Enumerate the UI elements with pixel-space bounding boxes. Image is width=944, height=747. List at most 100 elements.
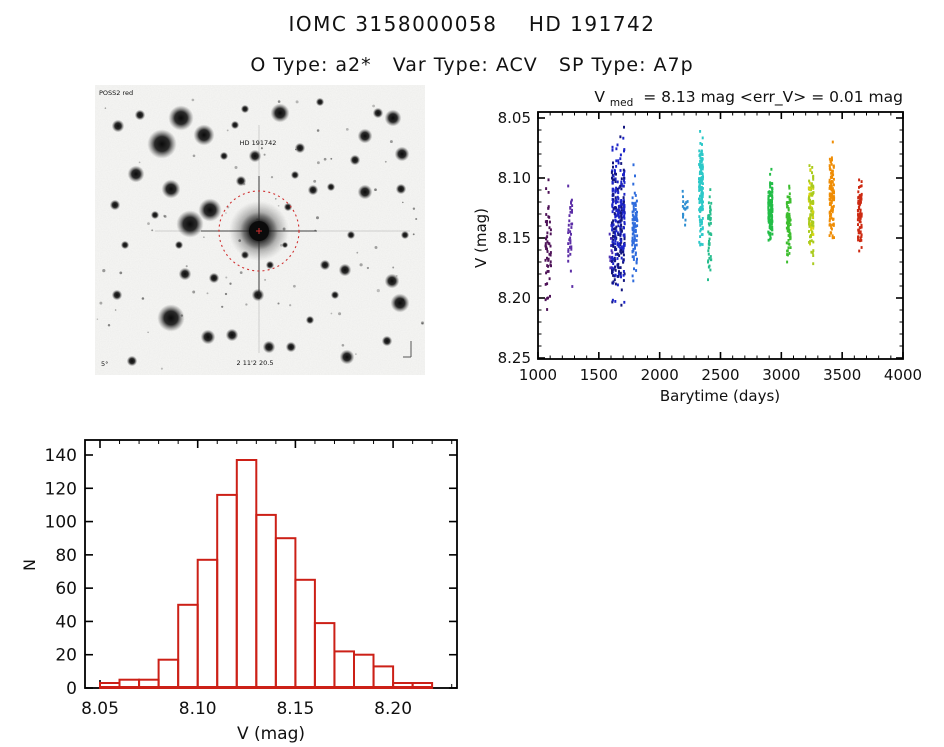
data-point xyxy=(770,225,773,229)
data-point xyxy=(789,218,792,222)
data-point xyxy=(786,221,789,225)
histogram-bar xyxy=(216,493,238,690)
data-point xyxy=(609,259,612,262)
data-point xyxy=(700,200,703,204)
data-point xyxy=(708,242,711,245)
data-point xyxy=(570,222,573,226)
data-point xyxy=(614,269,617,272)
data-point xyxy=(701,217,704,220)
data-point xyxy=(636,224,639,228)
data-point xyxy=(546,282,549,286)
data-point xyxy=(831,158,833,162)
data-point xyxy=(811,230,814,234)
faint-star xyxy=(374,246,378,249)
data-point xyxy=(809,199,811,202)
data-point xyxy=(699,159,702,163)
data-point xyxy=(568,219,571,223)
data-point xyxy=(699,170,701,174)
data-point xyxy=(567,248,570,251)
data-point xyxy=(786,253,789,256)
faint-star xyxy=(224,292,228,296)
data-point xyxy=(700,185,703,189)
data-point xyxy=(812,249,815,252)
data-point xyxy=(567,259,570,263)
data-point xyxy=(549,294,551,298)
data-point xyxy=(770,211,773,214)
data-point xyxy=(786,260,789,264)
data-point xyxy=(610,249,613,253)
data-point xyxy=(710,201,713,205)
data-point xyxy=(620,288,623,292)
data-point xyxy=(612,262,615,265)
data-point xyxy=(708,223,711,227)
data-point xyxy=(858,249,861,253)
data-point xyxy=(860,184,863,188)
data-point xyxy=(623,205,625,209)
data-point xyxy=(709,206,712,210)
light-curve-plot: 1000 1500 2000 2500 3000 3500 4000 8.05 8.10 8.15… xyxy=(472,88,922,405)
x-tick-label: 3000 xyxy=(762,366,800,384)
data-point xyxy=(608,232,611,236)
data-point xyxy=(810,209,813,213)
faint-star xyxy=(402,201,404,204)
data-point xyxy=(620,251,623,255)
data-point xyxy=(611,300,614,304)
data-point xyxy=(857,190,860,194)
star xyxy=(372,107,384,119)
star xyxy=(290,170,300,180)
data-point xyxy=(833,198,835,202)
data-point xyxy=(619,135,622,139)
data-point xyxy=(700,169,703,172)
data-point xyxy=(809,206,812,209)
data-point xyxy=(787,234,790,237)
data-point xyxy=(701,177,704,180)
data-point xyxy=(700,227,702,231)
data-point xyxy=(634,253,637,257)
faint-star xyxy=(295,100,299,104)
data-point xyxy=(829,160,832,164)
data-point xyxy=(612,165,614,169)
data-point xyxy=(619,227,622,231)
data-point xyxy=(859,237,862,240)
data-point xyxy=(701,191,704,195)
data-point xyxy=(548,220,551,224)
data-point xyxy=(787,246,790,250)
data-point xyxy=(685,206,688,210)
data-point xyxy=(570,232,572,236)
data-point xyxy=(770,220,773,224)
data-point xyxy=(700,176,703,179)
data-point xyxy=(708,240,710,243)
data-point xyxy=(830,201,833,204)
data-point xyxy=(612,161,614,165)
data-point xyxy=(788,186,791,190)
data-point xyxy=(611,236,614,240)
data-point xyxy=(549,228,552,232)
data-point xyxy=(831,170,834,173)
faint-star xyxy=(151,229,154,232)
data-point xyxy=(830,162,833,166)
data-point xyxy=(707,230,710,234)
star xyxy=(357,184,373,200)
data-point xyxy=(707,265,710,269)
data-point xyxy=(681,205,684,208)
data-point xyxy=(831,180,834,184)
data-point xyxy=(612,223,615,227)
data-point xyxy=(619,246,622,250)
x-tick-label: 8.05 xyxy=(81,699,119,719)
data-point xyxy=(698,218,701,222)
data-point xyxy=(769,183,772,187)
histogram-bar xyxy=(157,658,180,689)
data-point xyxy=(623,211,626,215)
data-point xyxy=(812,233,815,236)
data-point xyxy=(634,216,636,219)
data-point xyxy=(622,196,625,199)
data-point xyxy=(618,254,621,257)
data-point xyxy=(548,242,551,246)
data-point xyxy=(612,198,615,202)
star xyxy=(339,349,355,365)
data-point xyxy=(615,186,618,190)
data-point xyxy=(633,237,636,241)
faint-star xyxy=(192,154,196,158)
data-point xyxy=(771,189,774,192)
faint-star xyxy=(263,153,266,156)
